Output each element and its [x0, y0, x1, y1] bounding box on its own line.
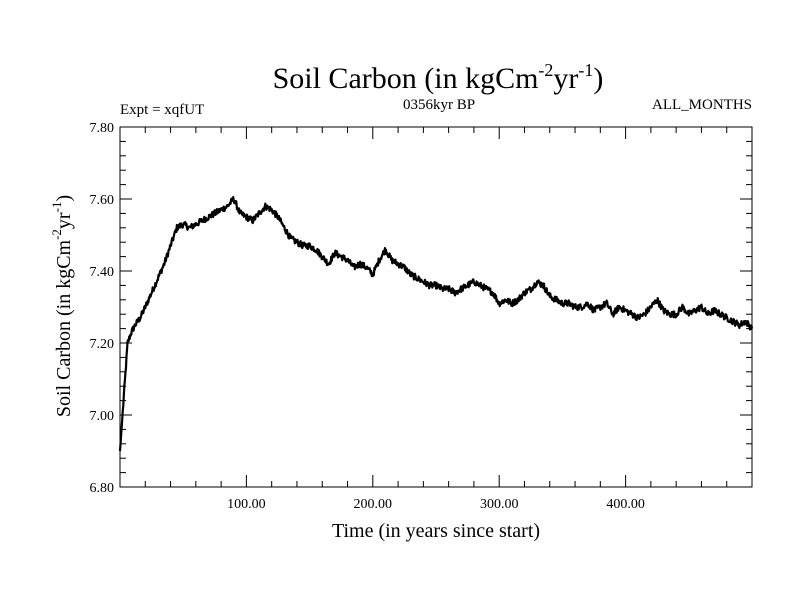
- y-tick-label: 7.80: [90, 121, 115, 136]
- months-label: ALL_MONTHS: [652, 97, 752, 113]
- x-axis-label: Time (in years since start): [332, 520, 540, 542]
- y-axis-label-mid: yr: [53, 212, 75, 229]
- x-tick-label: 300.00: [480, 497, 519, 512]
- y-axis-label-main: Soil Carbon (in kgCm: [53, 239, 75, 417]
- y-axis-label-exp-2: -1: [49, 202, 64, 213]
- y-tick-label: 6.80: [90, 481, 115, 496]
- y-tick-label: 7.00: [90, 409, 115, 424]
- x-tick-label: 100.00: [227, 497, 266, 512]
- chart-title-main: Soil Carbon (in kgCm: [273, 62, 539, 95]
- y-axis-label-exp-1: -2: [49, 229, 64, 240]
- y-tick-label: 7.40: [90, 265, 115, 280]
- experiment-label: Expt = xqfUT: [120, 102, 204, 118]
- chart-title-mid: yr: [553, 62, 578, 95]
- period-label: 0356kyr BP: [403, 97, 475, 113]
- soil-carbon-series-line: [118, 196, 754, 452]
- y-tick-label: 7.60: [90, 193, 115, 208]
- y-axis-label: Soil Carbon (in kgCm-2yr-1): [49, 195, 75, 417]
- chart-title-exp-2: -1: [578, 60, 593, 80]
- chart-title-end: ): [593, 62, 603, 95]
- plot-frame: [119, 126, 753, 488]
- x-tick-label: 200.00: [354, 497, 393, 512]
- chart-title-exp-1: -2: [538, 60, 553, 80]
- y-axis-label-end: ): [53, 195, 75, 202]
- chart-title: Soil Carbon (in kgCm-2yr-1): [273, 60, 604, 95]
- x-tick-label: 400.00: [606, 497, 645, 512]
- y-tick-label: 7.20: [90, 337, 115, 352]
